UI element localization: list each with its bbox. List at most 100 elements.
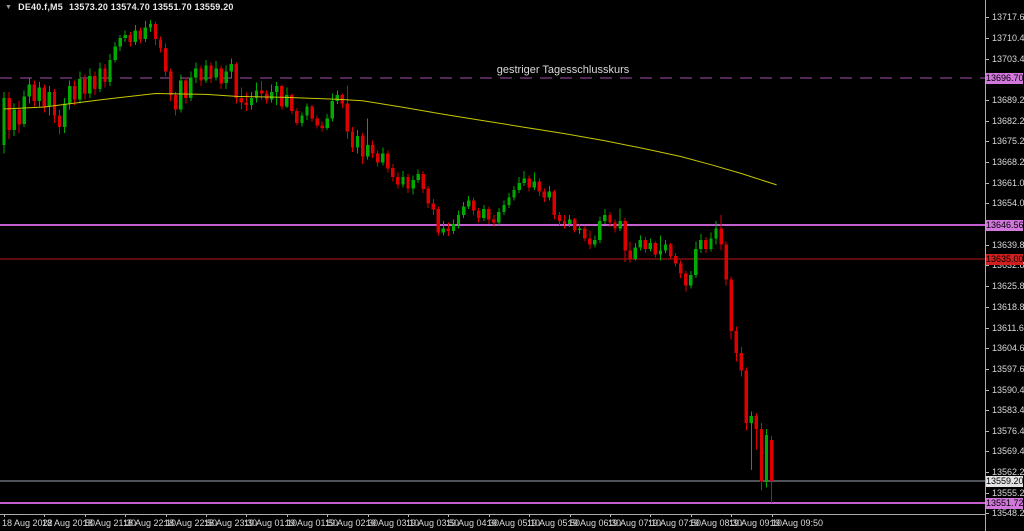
candle-body <box>608 215 612 223</box>
candle-body <box>163 48 168 72</box>
candle-body <box>370 144 375 154</box>
candle-body <box>704 240 708 249</box>
candle-body <box>259 90 264 94</box>
y-tick-mark <box>985 183 989 184</box>
x-tick-mark <box>4 514 5 517</box>
candle-body <box>502 204 506 213</box>
horizontal-line-price-label: 13551.72 <box>986 498 1024 509</box>
candle-body <box>280 86 284 107</box>
candle-body <box>618 221 622 229</box>
candle-body <box>734 330 738 353</box>
candle-body <box>421 174 425 189</box>
candle-body <box>694 248 698 276</box>
candle-body <box>578 228 582 230</box>
candle-body <box>441 228 445 233</box>
candle-body <box>128 34 132 43</box>
candle-body <box>562 221 567 224</box>
x-tick-label: 19 Aug 07:10 <box>608 518 662 528</box>
y-tick-mark <box>985 410 989 411</box>
x-tick-mark <box>125 514 126 517</box>
candle-body <box>658 250 663 255</box>
candle-body <box>653 242 658 255</box>
y-tick-label: 13583.40 <box>992 405 1024 415</box>
candle-body <box>224 71 228 84</box>
candle-body <box>567 219 572 224</box>
y-tick-label: 13625.80 <box>992 281 1024 291</box>
candle-body <box>396 177 400 185</box>
candle-body <box>461 206 466 216</box>
candle-body <box>512 190 516 198</box>
y-tick-mark <box>985 307 989 308</box>
x-tick-label: 19 Aug 09:10 <box>729 518 783 528</box>
candle-body <box>62 103 67 128</box>
candle-body <box>229 64 233 72</box>
candle-body <box>93 75 97 90</box>
x-tick-mark <box>44 514 45 517</box>
x-tick-label: 19 Aug 06:30 <box>568 518 622 528</box>
y-tick-label: 13548.20 <box>992 508 1024 518</box>
candle-body <box>633 247 637 259</box>
x-tick-label: 19 Aug 02:30 <box>325 518 379 528</box>
x-tick-mark <box>570 514 571 517</box>
x-tick-mark <box>772 514 773 517</box>
candle-body <box>492 219 496 223</box>
y-tick-label: 13675.20 <box>992 136 1024 146</box>
x-tick-label: 19 Aug 07:50 <box>648 518 702 528</box>
price-axis[interactable]: 13717.60 13710.40 13703.40 13689.20 13682.20… <box>985 0 1024 531</box>
y-tick-mark <box>985 38 989 39</box>
candle-body <box>325 118 329 128</box>
candle-body <box>365 144 370 157</box>
candle-body <box>315 118 319 126</box>
x-tick-label: 19 Aug 03:10 <box>366 518 420 528</box>
candle-body <box>305 106 309 116</box>
candle-body <box>103 68 107 82</box>
candle-body <box>406 177 410 189</box>
x-tick-mark <box>650 514 651 517</box>
time-axis[interactable]: 18 Aug 2022 18 Aug 20:50 18 Aug 21:30 18 Au… <box>0 514 985 531</box>
candle-body <box>310 106 314 119</box>
candle-body <box>451 223 456 232</box>
candle-body <box>471 200 476 211</box>
candle-body <box>663 244 668 251</box>
x-tick-label: 18 Aug 22:10 <box>123 518 177 528</box>
y-tick-label: 13611.60 <box>992 323 1024 333</box>
candle-body <box>239 97 244 103</box>
candle-body <box>628 250 632 260</box>
candle-body <box>401 177 405 185</box>
x-tick-label: 19 Aug 01:10 <box>244 518 298 528</box>
y-tick-mark <box>985 493 989 494</box>
candle-body <box>689 275 693 286</box>
candle-body <box>335 95 339 101</box>
candlestick-chart[interactable] <box>0 0 985 514</box>
candle-body <box>507 197 511 205</box>
candle-body <box>330 100 334 119</box>
candle-body <box>143 27 148 40</box>
candle-body <box>355 136 360 148</box>
candle-body <box>603 215 607 221</box>
axis-separator-vertical <box>985 0 986 531</box>
x-tick-label: 19 Aug 08:30 <box>689 518 743 528</box>
y-tick-label: 13661.00 <box>992 178 1024 188</box>
candle-body <box>199 68 203 81</box>
candle-body <box>254 90 259 98</box>
candle-body <box>360 136 365 157</box>
symbol-menu-icon[interactable]: ▼ <box>5 3 13 11</box>
candle-body <box>714 228 718 239</box>
x-tick-label: 19 Aug 05:10 <box>487 518 541 528</box>
x-tick-mark <box>206 514 207 517</box>
candle-body <box>295 111 299 123</box>
candle-body <box>269 92 274 100</box>
candle-body <box>264 93 269 100</box>
y-tick-label: 13717.60 <box>992 12 1024 22</box>
candle-body <box>179 80 183 110</box>
y-tick-mark <box>985 451 989 452</box>
candle-body <box>174 94 178 110</box>
y-tick-label: 13703.40 <box>992 54 1024 64</box>
candle-body <box>12 109 16 131</box>
y-tick-mark <box>985 431 989 432</box>
ohlc-values: 13573.20 13574.70 13551.70 13559.20 <box>68 2 234 12</box>
candle-body <box>194 68 198 78</box>
y-tick-label: 13682.20 <box>992 116 1024 126</box>
candle-body <box>32 84 36 101</box>
candle-body <box>416 174 420 180</box>
